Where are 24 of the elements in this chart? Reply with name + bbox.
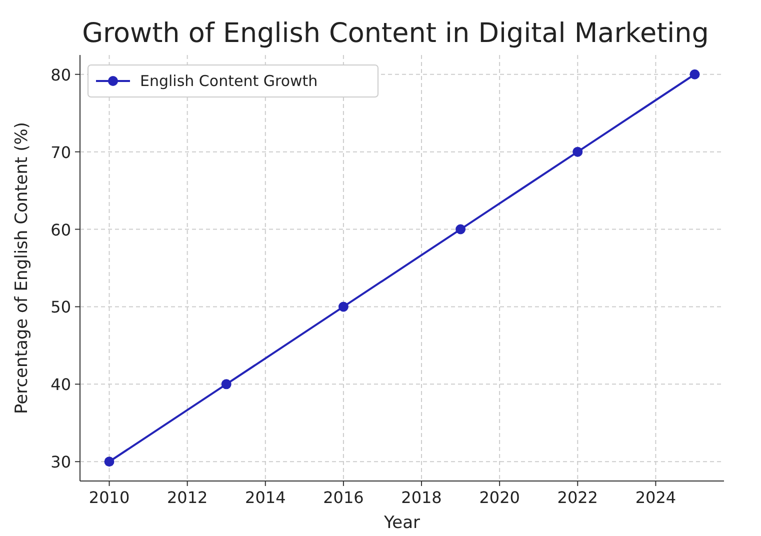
- x-tick-label: 2024: [635, 488, 676, 507]
- point: [104, 456, 114, 467]
- y-tick-label: 30: [50, 452, 71, 472]
- point: [572, 146, 583, 157]
- x-tick-label: 2016: [323, 488, 364, 507]
- y-tick-label: 70: [50, 142, 71, 162]
- y-tick-label: 40: [50, 375, 71, 394]
- x-tick-label: 2012: [166, 488, 208, 507]
- x-tick-label: 2010: [88, 488, 130, 507]
- point: [690, 69, 700, 80]
- y-tick-label: 80: [50, 65, 71, 84]
- x-tick-label: 2018: [401, 488, 442, 507]
- point: [338, 302, 348, 312]
- legend-label: English Content Growth: [140, 72, 318, 90]
- point: [456, 224, 466, 234]
- x-tick-label: 2020: [479, 488, 520, 507]
- y-tick-label: 60: [50, 220, 71, 240]
- chart-title: Growth of English Content in Digital Marketing: [82, 18, 709, 49]
- y-tick-label: 50: [50, 298, 71, 317]
- x-axis-title: Year: [383, 513, 420, 533]
- x-tick-label: 2022: [557, 488, 598, 507]
- y-axis-title: Percentage of English Content (%): [12, 122, 32, 414]
- x-tick-label: 2014: [245, 488, 286, 507]
- point: [221, 379, 232, 390]
